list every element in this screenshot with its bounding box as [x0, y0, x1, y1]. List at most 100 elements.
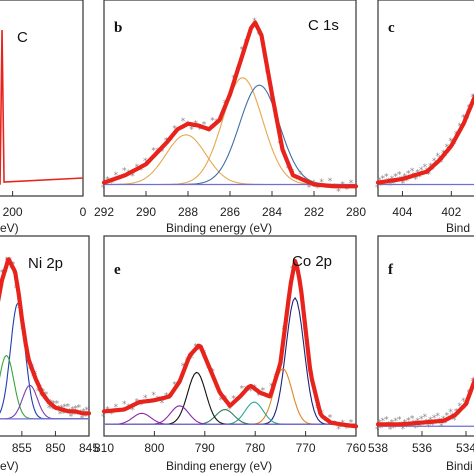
curve-layer: ** ** ** * ** ** ** * ** ** ** ******* * ************…	[0, 17, 474, 435]
panel-c-raw-point: *	[419, 166, 424, 176]
panel-b-raw-point: *	[210, 117, 215, 127]
panel-f-raw-point: *	[392, 424, 397, 434]
panel-e-raw-point: *	[147, 398, 152, 408]
panel-b-raw-point: *	[319, 178, 324, 188]
panel-e-raw-point: *	[118, 408, 123, 418]
panel-a-tick-label: 200	[3, 205, 23, 219]
panel-d-raw-point: *	[58, 410, 63, 420]
panel-b-raw-point: *	[118, 174, 123, 184]
panel-d-tick-label: 855	[12, 441, 32, 455]
panel-b-xlabel: Binding energy (eV)	[166, 221, 272, 235]
panel-c-fit-curve	[375, 93, 474, 185]
panel-f-raw-point: *	[423, 413, 428, 423]
panel-b-raw-point: *	[181, 117, 186, 127]
panel-e-raw-point: *	[219, 396, 224, 406]
panel-e-raw-point: *	[198, 346, 203, 356]
panel-e-raw-point: *	[256, 392, 261, 402]
panel-e-tick-label: 790	[195, 441, 215, 455]
panel-f-raw-point: *	[452, 416, 457, 426]
panel-f-raw-point: *	[401, 425, 406, 435]
panel-e-raw-point: *	[324, 417, 329, 427]
panel-d-raw-point: *	[83, 413, 88, 423]
panel-a-survey-curve	[0, 29, 84, 185]
panel-d-raw-point: *	[53, 406, 58, 416]
panel-f-raw-point: *	[375, 425, 380, 435]
panel-e-raw-point: *	[227, 405, 232, 415]
panel-b-tick-label: 282	[304, 205, 324, 219]
panel-a-xlabel: (eV)	[0, 221, 19, 235]
panel-c-raw-point: *	[452, 140, 457, 150]
panel-e-tick-label: 800	[144, 441, 164, 455]
panel-f-raw-point: *	[406, 416, 411, 426]
panel-c-raw-point: *	[397, 170, 402, 180]
panel-e-raw-point: *	[122, 400, 127, 410]
panel-b-tick-label: 288	[178, 205, 198, 219]
panel-d-raw-point: *	[86, 411, 91, 421]
panel-f-raw-point: *	[382, 422, 387, 432]
panel-f-raw-point: *	[395, 422, 400, 432]
panel-f-raw-point: *	[419, 415, 424, 425]
panel-f-raw-point: *	[414, 424, 419, 434]
panel-e-raw-point: *	[101, 412, 106, 422]
panel-f-raw-point: *	[461, 397, 466, 407]
panel-e-letter: e	[114, 262, 121, 278]
panel-d-raw-point: *	[50, 405, 55, 415]
panel-c-tick-label: 404	[392, 205, 412, 219]
panel-f-raw-point: *	[434, 419, 439, 429]
panel-e-raw-point: *	[139, 401, 144, 411]
panel-d-raw-point: *	[72, 411, 77, 421]
panel-c-raw-point: *	[410, 167, 415, 177]
panel-e-raw-point: *	[114, 403, 119, 413]
panel-b-raw-point: *	[294, 175, 299, 185]
panel-b-tick-label: 286	[220, 205, 240, 219]
panel-d-raw-point: *	[55, 399, 60, 409]
panel-b-raw-point: *	[130, 172, 135, 182]
panel-d-raw-point: *	[63, 403, 68, 413]
panel-f-raw-point: *	[408, 421, 413, 431]
panel-b-title: C 1s	[308, 17, 339, 34]
panel-c-raw-point: *	[393, 173, 398, 183]
panel-c-raw-point: *	[384, 172, 389, 182]
panel-f-raw-point: *	[410, 414, 415, 424]
panel-b-raw-point: *	[345, 186, 350, 196]
panel-e-raw-point: *	[240, 385, 245, 395]
panel-f-fit-curve	[375, 376, 474, 427]
panel-f-raw-point: *	[443, 419, 448, 429]
panel-e-raw-point: *	[248, 387, 253, 397]
panel-c-raw-point: *	[375, 184, 380, 194]
panel-f-raw-point: *	[439, 422, 444, 432]
panel-e-tick-label: 780	[245, 441, 265, 455]
panel-c-frame	[377, 0, 474, 197]
panel-b-raw-point: *	[160, 148, 165, 158]
panel-c-raw-point: *	[423, 163, 428, 173]
panel-d-raw-point: *	[73, 404, 78, 414]
panel-e-raw-point: *	[130, 406, 135, 416]
panel-f-raw-point: *	[397, 415, 402, 425]
panel-e-raw-point: *	[189, 354, 194, 364]
panel-b-letter: b	[114, 20, 122, 36]
panel-e-raw-point: *	[328, 414, 333, 424]
panel-b-raw-point: *	[168, 136, 173, 146]
panel-c-raw-point: *	[388, 182, 393, 192]
panel-d-title: Ni 2p	[28, 255, 63, 272]
tick-layer: 200 0 292 290 288 286 284 282 280 404 402 855 850 845…	[3, 191, 474, 455]
panel-d-raw-point: *	[77, 403, 82, 413]
panel-f-raw-point: *	[381, 417, 386, 427]
panel-b-tick-label: 280	[346, 205, 366, 219]
panel-f-tick-label: 536	[412, 441, 432, 455]
panel-d-tick-label: 850	[45, 441, 65, 455]
panel-c-raw-point: *	[417, 173, 422, 183]
panel-f-xlabel: Bindi	[446, 459, 473, 473]
panel-b-raw-point: *	[206, 127, 211, 137]
panel-f-raw-point: *	[393, 417, 398, 427]
panel-b-raw-point: *	[315, 184, 320, 194]
panel-b-raw-point: *	[328, 177, 333, 187]
panel-e-fit-curve	[101, 259, 359, 429]
panel-c-raw-point: *	[448, 137, 453, 147]
panel-f-raw-point: *	[388, 425, 393, 435]
panel-c-raw-point: *	[395, 177, 400, 187]
panel-d-xlabel: (eV)	[0, 459, 19, 473]
panel-d-fit-curve	[0, 257, 92, 416]
panel-e-tick-label: 760	[346, 441, 366, 455]
